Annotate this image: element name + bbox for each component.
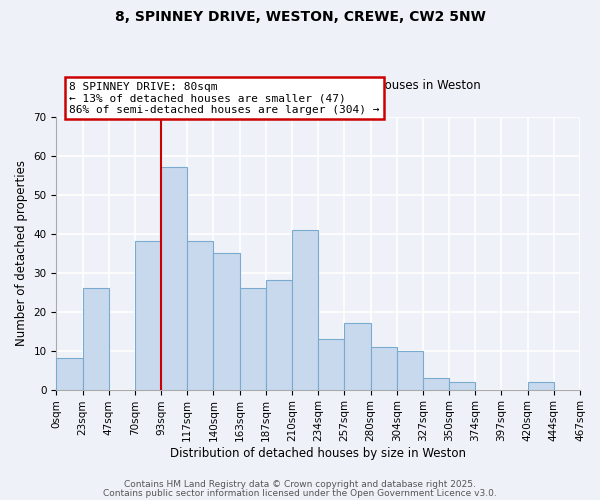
- Bar: [318, 339, 344, 390]
- Bar: [56, 358, 83, 390]
- Bar: [397, 350, 423, 390]
- Text: Contains public sector information licensed under the Open Government Licence v3: Contains public sector information licen…: [103, 488, 497, 498]
- Bar: [423, 378, 449, 390]
- Bar: [449, 382, 475, 390]
- Text: Contains HM Land Registry data © Crown copyright and database right 2025.: Contains HM Land Registry data © Crown c…: [124, 480, 476, 489]
- X-axis label: Distribution of detached houses by size in Weston: Distribution of detached houses by size …: [170, 447, 466, 460]
- Bar: [527, 382, 554, 390]
- Y-axis label: Number of detached properties: Number of detached properties: [15, 160, 28, 346]
- Bar: [371, 346, 397, 390]
- Title: Size of property relative to detached houses in Weston: Size of property relative to detached ho…: [156, 79, 481, 92]
- Bar: [214, 253, 239, 390]
- Bar: [266, 280, 292, 390]
- Text: 8, SPINNEY DRIVE, WESTON, CREWE, CW2 5NW: 8, SPINNEY DRIVE, WESTON, CREWE, CW2 5NW: [115, 10, 485, 24]
- Bar: [292, 230, 318, 390]
- Bar: [344, 324, 371, 390]
- Bar: [135, 242, 161, 390]
- Bar: [83, 288, 109, 390]
- Bar: [187, 242, 214, 390]
- Bar: [239, 288, 266, 390]
- Bar: [161, 168, 187, 390]
- Text: 8 SPINNEY DRIVE: 80sqm
← 13% of detached houses are smaller (47)
86% of semi-det: 8 SPINNEY DRIVE: 80sqm ← 13% of detached…: [70, 82, 380, 115]
